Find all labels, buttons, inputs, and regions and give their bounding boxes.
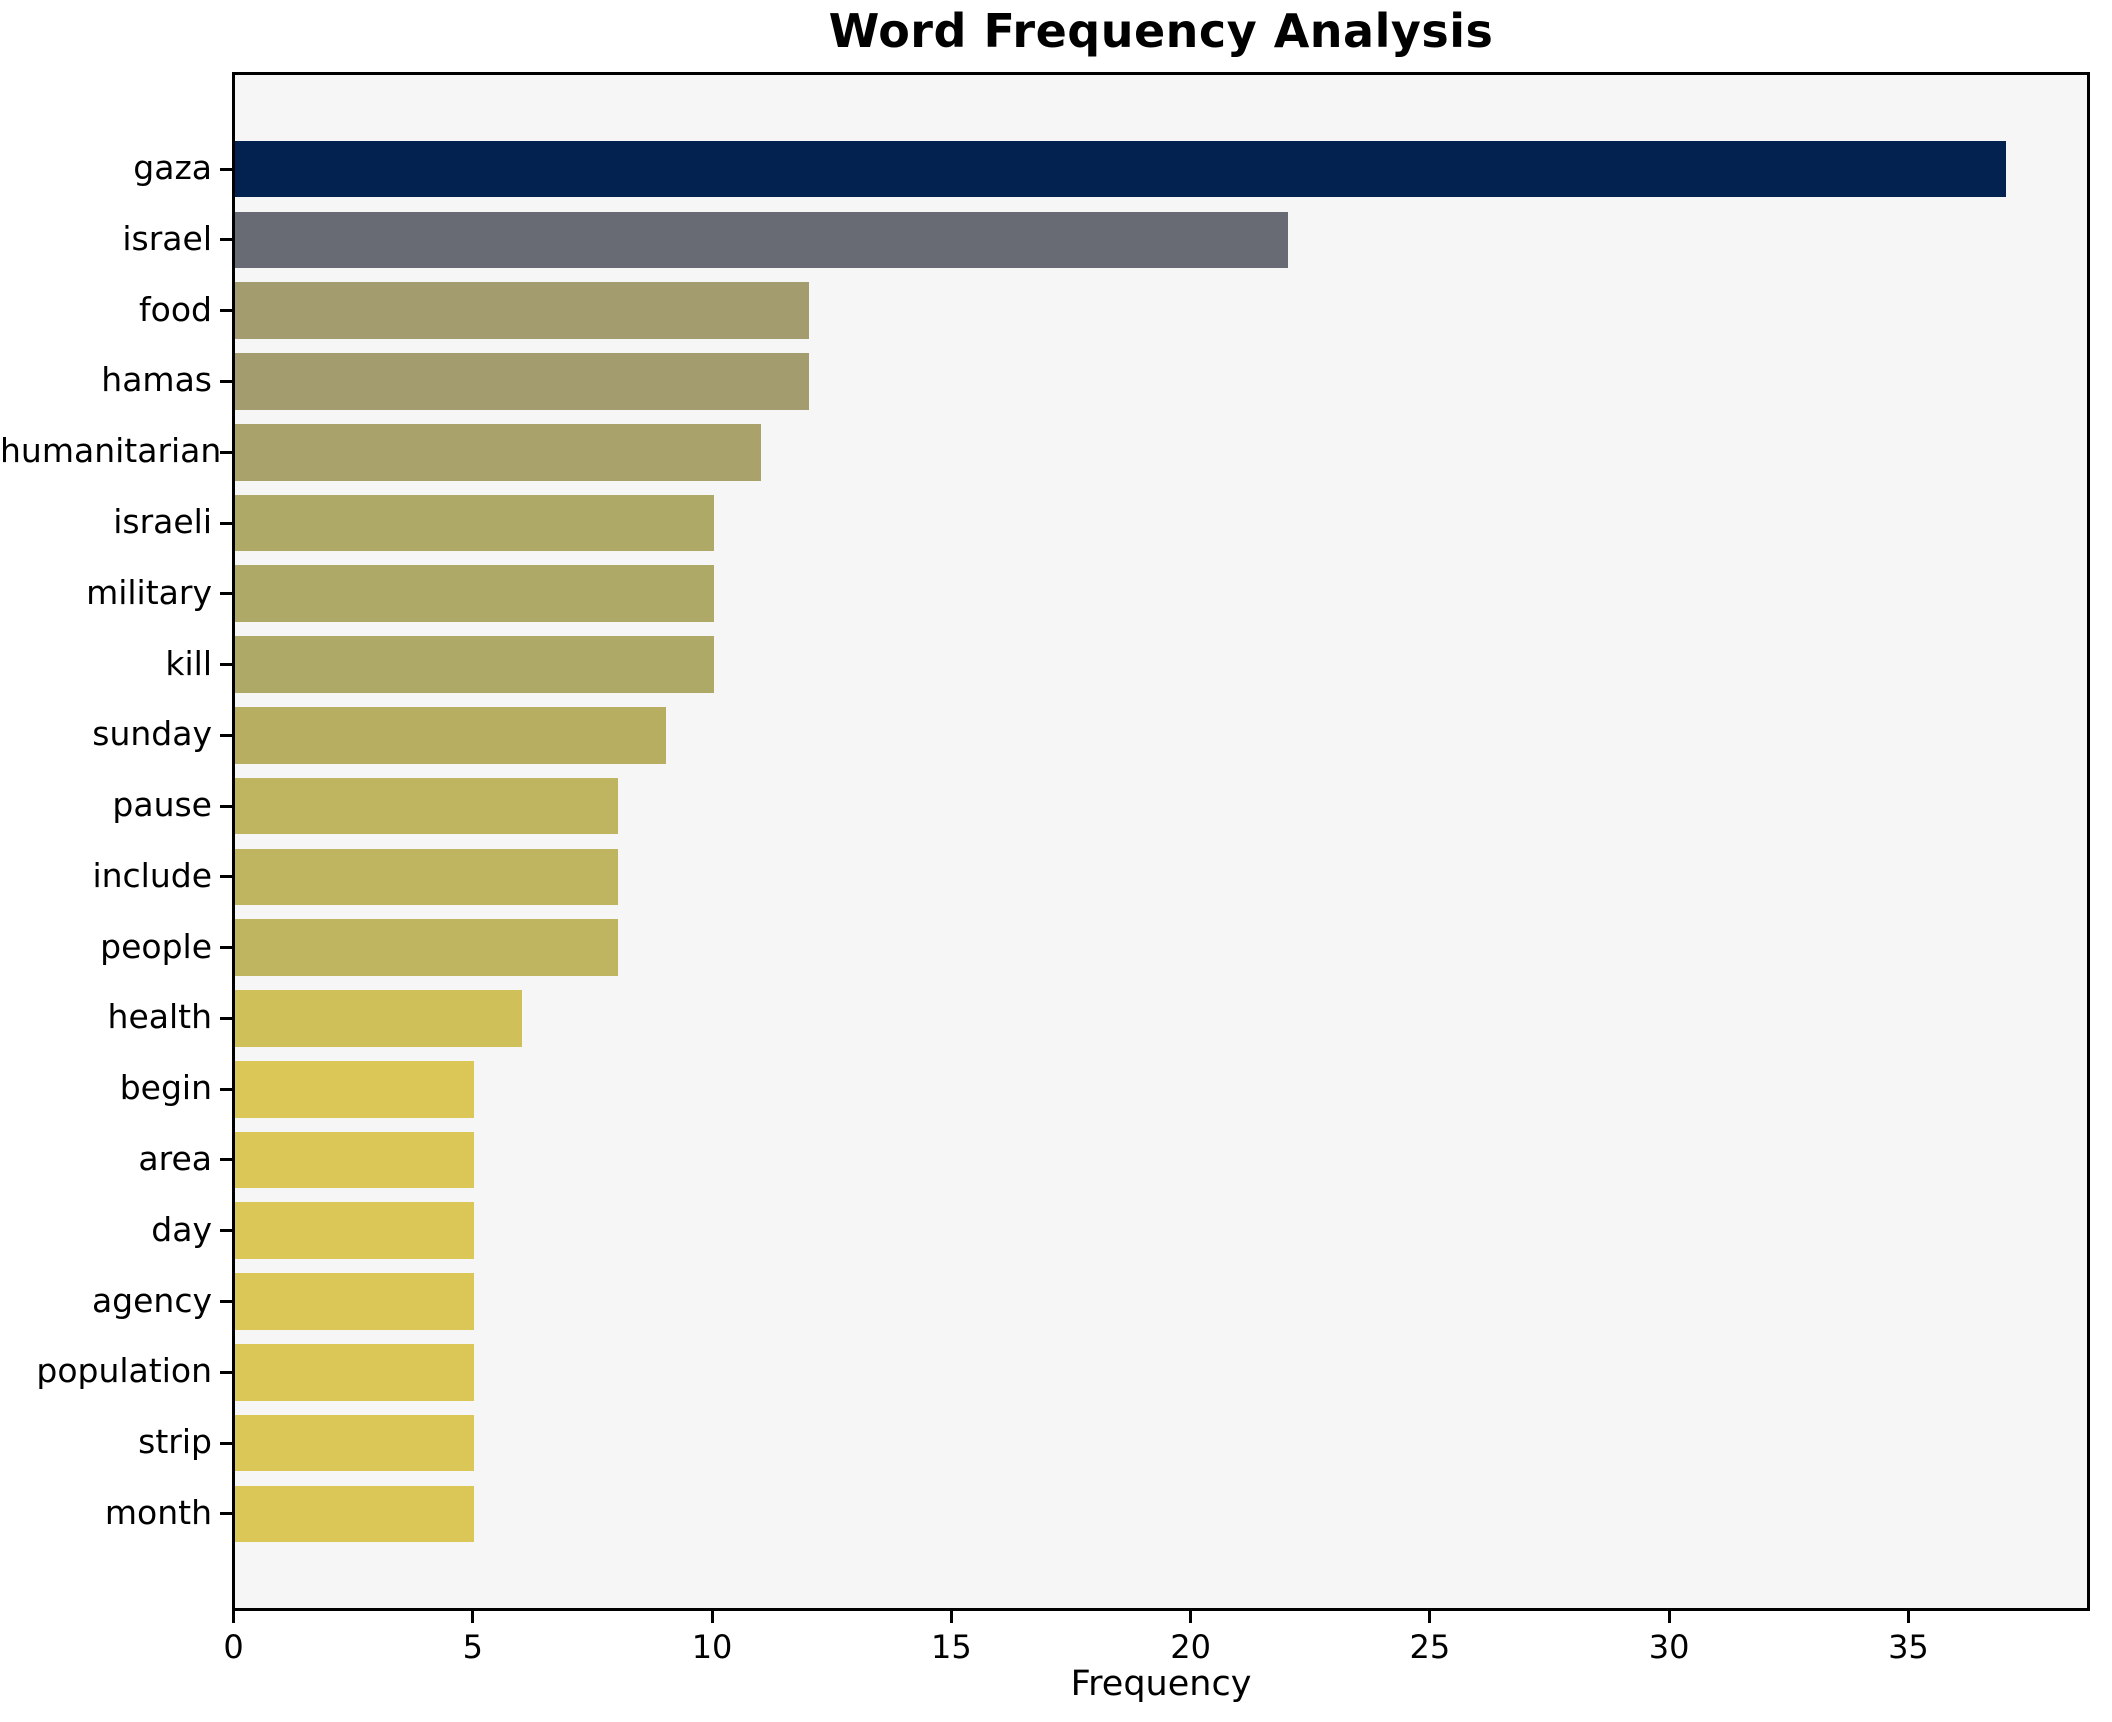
- bar-pause: [235, 777, 618, 835]
- bar-israeli: [235, 494, 714, 552]
- bar-people: [235, 919, 618, 976]
- bar-include: [235, 848, 618, 906]
- y-tick-mark: [220, 1512, 232, 1516]
- bar-strip: [235, 1414, 475, 1472]
- bar-agency: [235, 1273, 475, 1330]
- x-tick-mark: [1667, 1611, 1671, 1623]
- y-tick-label-hamas: hamas: [101, 360, 212, 400]
- bar-area: [235, 1131, 475, 1189]
- y-tick-mark: [220, 450, 232, 454]
- bar-hamas: [235, 353, 810, 410]
- bar-military: [235, 565, 714, 623]
- y-tick-mark: [220, 309, 232, 313]
- y-tick-mark: [220, 238, 232, 242]
- y-tick-label-include: include: [92, 855, 212, 895]
- bar-kill: [235, 636, 714, 693]
- y-tick-label-population: population: [36, 1351, 212, 1391]
- y-tick-label-health: health: [107, 997, 212, 1037]
- y-tick-mark: [220, 1016, 232, 1020]
- x-tick-mark: [949, 1611, 953, 1623]
- bar-month: [235, 1485, 475, 1543]
- bar-humanitarian: [235, 423, 762, 481]
- bar-health: [235, 990, 523, 1047]
- y-tick-mark: [220, 379, 232, 383]
- x-tick-label-35: 35: [1888, 1628, 1929, 1666]
- x-tick-label-5: 5: [462, 1628, 483, 1666]
- y-tick-mark: [220, 804, 232, 808]
- x-tick-label-15: 15: [930, 1628, 972, 1666]
- x-tick-mark: [710, 1611, 714, 1623]
- y-tick-mark: [220, 167, 232, 171]
- y-tick-mark: [220, 946, 232, 950]
- y-tick-label-strip: strip: [138, 1422, 212, 1462]
- y-tick-mark: [220, 592, 232, 596]
- y-tick-label-month: month: [104, 1492, 212, 1532]
- y-tick-label-people: people: [100, 926, 212, 966]
- y-tick-mark: [220, 875, 232, 879]
- y-tick-mark: [220, 1158, 232, 1162]
- y-tick-mark: [220, 1441, 232, 1445]
- y-tick-label-humanitarian: humanitarian: [0, 431, 222, 471]
- y-tick-label-area: area: [138, 1138, 212, 1178]
- x-tick-mark: [1428, 1611, 1432, 1623]
- chart-title: Word Frequency Analysis: [828, 4, 1494, 58]
- y-tick-label-day: day: [151, 1209, 212, 1249]
- x-tick-mark: [471, 1611, 475, 1623]
- x-tick-label-25: 25: [1409, 1628, 1451, 1666]
- x-tick-label-30: 30: [1648, 1628, 1690, 1666]
- x-tick-label-10: 10: [691, 1628, 733, 1666]
- y-tick-mark: [220, 521, 232, 525]
- y-tick-label-food: food: [139, 289, 212, 329]
- x-tick-mark: [1906, 1611, 1910, 1623]
- x-tick-label-0: 0: [223, 1628, 244, 1666]
- y-tick-label-gaza: gaza: [133, 148, 212, 188]
- bar-sunday: [235, 707, 666, 764]
- bar-israel: [235, 211, 1288, 269]
- y-tick-mark: [220, 1087, 232, 1091]
- x-axis-title: Frequency: [1070, 1664, 1252, 1704]
- y-tick-mark: [220, 1370, 232, 1374]
- y-tick-label-israel: israel: [122, 218, 212, 258]
- y-tick-mark: [220, 1300, 232, 1304]
- y-tick-label-israeli: israeli: [113, 501, 212, 541]
- plot-area: [232, 72, 2090, 1611]
- y-tick-label-agency: agency: [91, 1280, 212, 1320]
- x-tick-mark: [1189, 1611, 1193, 1623]
- y-tick-mark: [220, 663, 232, 667]
- y-tick-label-begin: begin: [119, 1068, 212, 1108]
- y-tick-label-kill: kill: [165, 643, 212, 683]
- bar-food: [235, 282, 810, 339]
- y-tick-label-military: military: [86, 572, 212, 612]
- bar-day: [235, 1202, 475, 1260]
- x-tick-mark: [232, 1611, 235, 1623]
- y-tick-label-sunday: sunday: [92, 714, 212, 754]
- bar-begin: [235, 1060, 475, 1118]
- bars-layer: [235, 75, 2087, 1608]
- y-tick-mark: [220, 733, 232, 737]
- y-tick-label-pause: pause: [112, 785, 212, 825]
- y-tick-mark: [220, 1229, 232, 1233]
- bar-population: [235, 1344, 475, 1401]
- x-tick-label-20: 20: [1170, 1628, 1211, 1666]
- bar-gaza: [235, 140, 2006, 198]
